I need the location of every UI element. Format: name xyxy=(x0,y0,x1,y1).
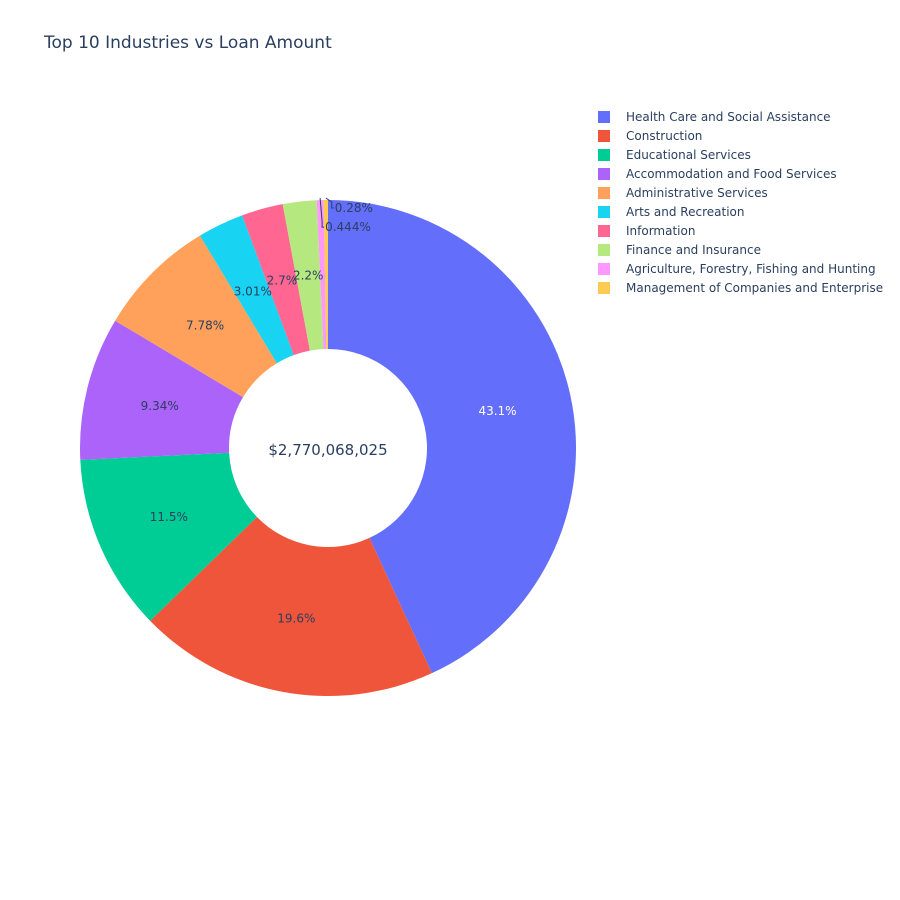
legend-swatch xyxy=(598,281,610,294)
slice-label-information: 2.7% xyxy=(267,274,298,288)
center-total-label: $2,770,068,025 xyxy=(268,441,387,459)
legend-item-administrative-services[interactable]: Administrative Services xyxy=(598,183,883,202)
slice-label-educational-services: 11.5% xyxy=(150,510,188,524)
legend-label: Construction xyxy=(626,128,703,143)
legend-item-agriculture-forestry-fishing-and-hunting[interactable]: Agriculture, Forestry, Fishing and Hunti… xyxy=(598,259,883,278)
slice-health-care-and-social-assistance[interactable] xyxy=(328,200,576,674)
slice-label-health-care-and-social-assistance: 43.1% xyxy=(478,404,516,418)
legend-swatch xyxy=(598,129,610,142)
chart-title: Top 10 Industries vs Loan Amount xyxy=(44,33,332,53)
slice-label-accommodation-and-food-services: 9.34% xyxy=(141,399,179,413)
legend-label: Administrative Services xyxy=(626,185,768,200)
slice-construction[interactable] xyxy=(150,516,432,696)
legend-swatch xyxy=(598,243,610,256)
legend-label: Arts and Recreation xyxy=(626,204,745,219)
legend-item-construction[interactable]: Construction xyxy=(598,126,883,145)
legend-label: Information xyxy=(626,223,696,238)
slice-agriculture-forestry-fishing-and-hunting[interactable] xyxy=(316,200,327,350)
slice-arts-and-recreation[interactable] xyxy=(199,215,294,364)
legend-item-information[interactable]: Information xyxy=(598,221,883,240)
leader-line-agriculture-forestry-fishing-and-hunting xyxy=(319,198,325,228)
slice-administrative-services[interactable] xyxy=(115,235,277,398)
legend-swatch xyxy=(598,148,610,161)
legend-label: Management of Companies and Enterprise xyxy=(626,280,884,295)
leader-line-management-of-companies-and-enterprise xyxy=(325,197,334,209)
slice-label-arts-and-recreation: 3.01% xyxy=(234,285,272,299)
legend-swatch xyxy=(598,205,610,218)
legend-swatch xyxy=(598,186,610,199)
legend-item-educational-services[interactable]: Educational Services xyxy=(598,145,883,164)
legend-item-health-care-and-social-assistance[interactable]: Health Care and Social Assistance xyxy=(598,107,883,126)
legend-label: Finance and Insurance xyxy=(626,242,761,257)
legend-item-accommodation-and-food-services[interactable]: Accommodation and Food Services xyxy=(598,164,883,183)
slice-management-of-companies-and-enterprise[interactable] xyxy=(323,200,328,350)
slice-educational-services[interactable] xyxy=(80,452,257,621)
legend-label: Accommodation and Food Services xyxy=(626,166,837,181)
slice-accommodation-and-food-services[interactable] xyxy=(80,320,244,460)
slice-information[interactable] xyxy=(242,204,310,356)
legend-swatch xyxy=(598,167,610,180)
slice-label-construction: 19.6% xyxy=(277,612,315,626)
legend-item-finance-and-insurance[interactable]: Finance and Insurance xyxy=(598,240,883,259)
slice-label-agriculture-forestry-fishing-and-hunting: 0.444% xyxy=(325,220,371,234)
legend-swatch xyxy=(598,224,610,237)
legend-item-arts-and-recreation[interactable]: Arts and Recreation xyxy=(598,202,883,221)
slice-label-administrative-services: 7.78% xyxy=(186,319,224,333)
legend: Health Care and Social Assistance Constru… xyxy=(598,107,883,297)
legend-label: Educational Services xyxy=(626,147,751,162)
legend-swatch xyxy=(598,262,610,275)
legend-item-management-of-companies-and-enterprise[interactable]: Management of Companies and Enterprise xyxy=(598,278,883,297)
legend-swatch xyxy=(598,110,610,123)
labels-layer: 43.1% 19.6% 11.5% 9.34% 7.78% 3.01%2.7%2.2% 0.… xyxy=(141,197,517,626)
slice-label-finance-and-insurance: 2.2% xyxy=(293,269,324,283)
slices-layer xyxy=(80,200,576,696)
slice-finance-and-insurance[interactable] xyxy=(282,200,324,351)
legend-label: Health Care and Social Assistance xyxy=(626,109,831,124)
legend-label: Agriculture, Forestry, Fishing and Hunti… xyxy=(626,261,876,276)
slice-label-management-of-companies-and-enterprise: 0.28% xyxy=(335,201,373,215)
